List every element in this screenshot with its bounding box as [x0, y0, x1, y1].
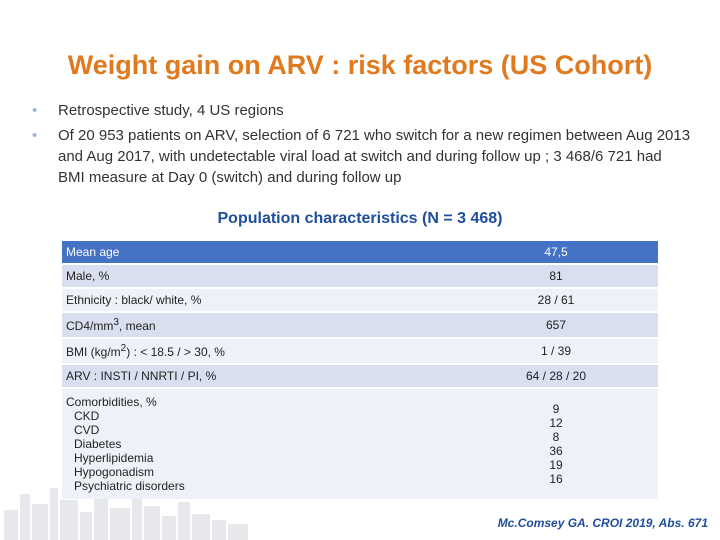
row-label: ARV : INSTI / NNRTI / PI, %	[62, 365, 454, 387]
comorbidity-name: Diabetes	[74, 437, 122, 451]
table-row: CD4/mm3, mean 657	[62, 313, 658, 337]
row-label: CD4/mm3, mean	[62, 313, 454, 337]
table-row: ARV : INSTI / NNRTI / PI, % 64 / 28 / 20	[62, 365, 658, 387]
row-label: Male, %	[62, 265, 454, 287]
comorbidity-value: 12	[549, 416, 563, 430]
table-row: Ethnicity : black/ white, % 28 / 61	[62, 289, 658, 311]
label-text: ) : < 18.5 / > 30, %	[126, 345, 225, 359]
comorbidity-name: Hypogonadism	[74, 465, 155, 479]
row-value: 47,5	[454, 241, 658, 263]
row-label: Mean age	[62, 241, 454, 263]
bullet-dot-icon: •	[32, 127, 38, 144]
row-label: Ethnicity : black/ white, %	[62, 289, 454, 311]
table-row: BMI (kg/m2) : < 18.5 / > 30, % 1 / 39	[62, 339, 658, 363]
comorbidity-value: 8	[552, 430, 560, 444]
comorbidity-name: Hyperlipidemia	[74, 451, 154, 465]
comorbidity-name: CKD	[74, 409, 100, 423]
citation: Mc.Comsey GA. CROI 2019, Abs. 671	[497, 516, 708, 530]
label-superscript: 2	[120, 343, 127, 354]
row-value: 81	[454, 265, 658, 287]
table-row: Mean age 47,5	[62, 241, 658, 263]
row-label: BMI (kg/m2) : < 18.5 / > 30, %	[62, 339, 454, 363]
comorbidity-value: 16	[549, 472, 563, 486]
skyline-decoration	[4, 488, 248, 540]
row-value: 657	[454, 313, 658, 337]
row-value: 64 / 28 / 20	[454, 365, 658, 387]
label-superscript: 3	[113, 317, 119, 328]
table-row: Male, % 81	[62, 265, 658, 287]
comorbidity-value: 19	[549, 458, 563, 472]
comorbidity-name: CVD	[74, 423, 100, 437]
bullet-dot-icon: •	[32, 102, 38, 119]
bullet-list: • Retrospective study, 4 US regions • Of…	[32, 100, 692, 192]
population-table: Mean age 47,5 Male, % 81 Ethnicity : bla…	[62, 239, 658, 501]
label-text: CD4/mm	[66, 319, 114, 333]
table-row-comorbidities: Comorbidities, % CKD CVD Diabetes Hyperl…	[62, 389, 658, 499]
comorbidities-values: 9 12 8 36 19 16	[454, 389, 658, 499]
label-text: BMI (kg/m	[66, 345, 121, 359]
row-value: 28 / 61	[454, 289, 658, 311]
population-title: Population characteristics (N = 3 468)	[217, 210, 503, 227]
comorbidities-heading: Comorbidities, %	[66, 395, 157, 409]
bullet-text: Of 20 953 patients on ARV, selection of …	[58, 127, 691, 186]
comorbidity-name: Psychiatric disorders	[74, 479, 185, 493]
bullet-text: Retrospective study, 4 US regions	[58, 102, 284, 119]
bullet-item: • Of 20 953 patients on ARV, selection o…	[32, 125, 692, 188]
row-value: 1 / 39	[454, 339, 658, 363]
comorbidity-value: 36	[549, 444, 563, 458]
comorbidities-labels: Comorbidities, % CKD CVD Diabetes Hyperl…	[62, 389, 454, 499]
bullet-item: • Retrospective study, 4 US regions	[32, 100, 692, 121]
slide-title: Weight gain on ARV : risk factors (US Co…	[67, 50, 653, 80]
label-text: , mean	[118, 319, 156, 333]
comorbidity-value: 9	[552, 402, 560, 416]
